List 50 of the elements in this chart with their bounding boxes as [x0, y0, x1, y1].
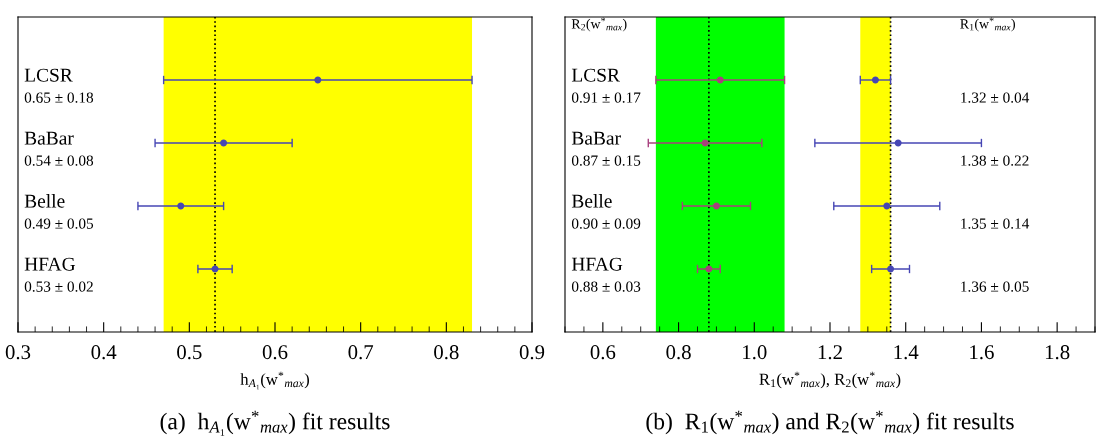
y-tick-label: HFAG: [571, 257, 623, 271]
x-tick-label: 1.0: [743, 345, 767, 360]
point: [177, 202, 185, 210]
point: [883, 202, 891, 210]
point: [220, 139, 228, 147]
point: [871, 76, 879, 84]
x-tick-label: 0.8: [666, 345, 691, 360]
annotation: 0.54 ± 0.08: [24, 155, 94, 166]
annotation: 0.88 ± 0.03: [571, 281, 641, 292]
point: [716, 76, 724, 84]
x-tick-label: 0.8: [434, 345, 459, 360]
x-tick-label: 0.6: [590, 345, 616, 360]
text: R$_{1}$(w$^{*}$$_{max}$), R$_{2}$(w$^{*}$$_{max}$): [759, 371, 901, 389]
y-tick-label: LCSR: [571, 68, 620, 82]
x-tick-label: 1.2: [818, 345, 842, 360]
point: [712, 202, 720, 210]
annotation: 1.32 ± 0.04: [961, 92, 1030, 103]
x-tick-label: 0.4: [91, 345, 117, 360]
annotation: R$_{1}$(w$^{*}$$_{max}$): [960, 17, 1015, 32]
annotation: 0.91 ± 0.17: [571, 92, 641, 103]
annotation: 1.35 ± 0.14: [961, 218, 1030, 229]
y-tick-label: BaBar: [571, 131, 621, 145]
x-tick-label: 0.6: [262, 345, 288, 360]
point: [894, 139, 902, 147]
x-tick-label: 1.8: [1045, 345, 1070, 360]
annotation: 1.36 ± 0.05: [961, 281, 1029, 292]
y-tick-label: Belle: [571, 194, 612, 208]
annotation: 0.49 ± 0.05: [24, 218, 94, 229]
y-tick-label: LCSR: [24, 68, 73, 82]
x-tick-label: 1.4: [894, 345, 919, 360]
annotation: 0.65 ± 0.18: [24, 92, 94, 103]
point: [705, 265, 713, 273]
x-axis-title: h$_{A₁}$(w$^{*}$$_{max}$): [240, 371, 309, 390]
x-tick-label: 0.9: [519, 345, 545, 360]
point: [314, 76, 322, 84]
x-tick-label: 1.6: [970, 345, 994, 360]
x-tick-label: 0.7: [348, 345, 374, 360]
annotation: 1.38 ± 0.22: [961, 155, 1029, 166]
y-tick-label: Belle: [24, 194, 65, 208]
annotation: 0.90 ± 0.09: [571, 218, 641, 229]
annotation: 0.87 ± 0.15: [571, 155, 641, 166]
y-tick-label: HFAG: [24, 257, 76, 271]
point: [887, 265, 895, 273]
x-tick-label: 0.5: [177, 345, 202, 360]
annotation: R$_{2}$(w$^{*}$$_{max}$): [571, 17, 627, 32]
x-tick-label: 0.3: [5, 345, 31, 360]
text: (a) h$_{A₁}$(w$^{*}$$_{max}$) fit results: [160, 410, 390, 436]
annotation: 0.53 ± 0.02: [24, 281, 93, 292]
chart-title: (b) R$_{1}$(w$^{*}$$_{max}$) and R$_{2}$(w$^{*}$$_{max}$) fit results: [646, 410, 1014, 435]
y-tick-label: BaBar: [24, 131, 74, 145]
